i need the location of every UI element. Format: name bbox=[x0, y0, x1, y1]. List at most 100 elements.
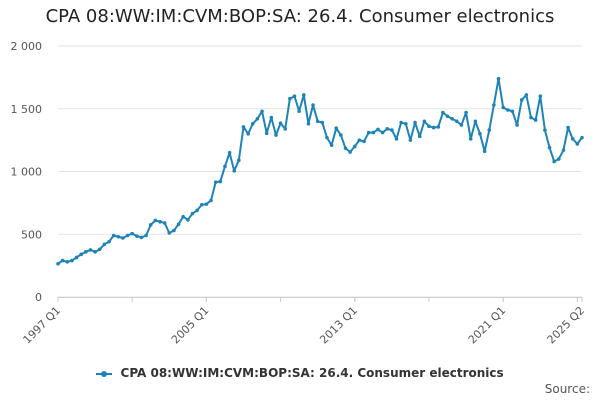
data-point[interactable] bbox=[255, 116, 260, 121]
data-point[interactable] bbox=[464, 110, 468, 115]
data-point[interactable] bbox=[357, 138, 362, 142]
legend[interactable]: CPA 08:WW:IM:CVM:BOP:SA: 26.4. Consumer … bbox=[0, 366, 600, 380]
data-point[interactable] bbox=[436, 125, 441, 129]
data-point[interactable] bbox=[315, 119, 320, 124]
data-point[interactable] bbox=[427, 124, 431, 129]
data-point[interactable] bbox=[492, 103, 496, 107]
data-point[interactable] bbox=[380, 130, 385, 135]
data-point[interactable] bbox=[343, 146, 348, 151]
data-point[interactable] bbox=[130, 231, 134, 236]
data-point[interactable] bbox=[547, 145, 552, 150]
data-point[interactable] bbox=[167, 231, 172, 235]
data-point[interactable] bbox=[237, 158, 241, 163]
data-point[interactable] bbox=[135, 234, 139, 238]
data-point[interactable] bbox=[79, 252, 83, 257]
data-point[interactable] bbox=[292, 94, 297, 98]
data-point[interactable] bbox=[329, 143, 334, 147]
data-point[interactable] bbox=[264, 131, 269, 136]
data-point[interactable] bbox=[533, 118, 538, 122]
data-point[interactable] bbox=[557, 157, 561, 161]
data-point[interactable] bbox=[348, 150, 352, 154]
data-point[interactable] bbox=[274, 133, 278, 137]
data-point[interactable] bbox=[352, 144, 357, 149]
data-point[interactable] bbox=[232, 169, 237, 173]
data-point[interactable] bbox=[241, 125, 246, 129]
data-point[interactable] bbox=[501, 105, 505, 110]
data-point[interactable] bbox=[408, 138, 413, 142]
data-point[interactable] bbox=[186, 218, 190, 222]
data-point[interactable] bbox=[339, 133, 343, 137]
data-point[interactable] bbox=[468, 137, 473, 141]
data-point[interactable] bbox=[394, 137, 399, 141]
data-point[interactable] bbox=[172, 228, 176, 233]
data-point[interactable] bbox=[399, 120, 403, 125]
data-point[interactable] bbox=[260, 109, 264, 114]
data-point[interactable] bbox=[199, 202, 204, 207]
data-point[interactable] bbox=[441, 110, 445, 115]
data-point[interactable] bbox=[93, 250, 97, 254]
data-point[interactable] bbox=[153, 218, 158, 223]
data-point[interactable] bbox=[552, 159, 556, 164]
data-point[interactable] bbox=[362, 139, 366, 144]
data-point[interactable] bbox=[246, 132, 250, 136]
data-point[interactable] bbox=[473, 119, 478, 124]
data-point[interactable] bbox=[301, 93, 306, 97]
data-point[interactable] bbox=[320, 120, 325, 125]
data-point[interactable] bbox=[431, 125, 436, 130]
data-point[interactable] bbox=[519, 98, 524, 102]
data-point[interactable] bbox=[144, 233, 148, 238]
data-point[interactable] bbox=[223, 164, 227, 169]
data-point[interactable] bbox=[311, 103, 315, 107]
data-point[interactable] bbox=[543, 128, 547, 132]
data-point[interactable] bbox=[459, 123, 464, 127]
data-point[interactable] bbox=[413, 120, 417, 125]
data-point[interactable] bbox=[111, 233, 116, 238]
data-point[interactable] bbox=[376, 127, 380, 132]
data-point[interactable] bbox=[204, 202, 209, 206]
data-point[interactable] bbox=[506, 108, 510, 112]
data-point[interactable] bbox=[181, 214, 185, 219]
data-point[interactable] bbox=[570, 137, 575, 141]
data-point[interactable] bbox=[158, 219, 162, 224]
data-point[interactable] bbox=[515, 123, 519, 127]
data-point[interactable] bbox=[403, 122, 408, 126]
data-point[interactable] bbox=[482, 149, 487, 154]
data-point[interactable] bbox=[209, 198, 213, 203]
data-point[interactable] bbox=[371, 130, 376, 135]
data-point[interactable] bbox=[125, 233, 130, 238]
data-point[interactable] bbox=[218, 179, 223, 184]
data-point[interactable] bbox=[529, 115, 533, 120]
data-point[interactable] bbox=[288, 96, 292, 101]
data-point[interactable] bbox=[213, 180, 218, 184]
data-point[interactable] bbox=[306, 122, 311, 126]
data-point[interactable] bbox=[190, 211, 195, 216]
data-point[interactable] bbox=[97, 247, 102, 252]
data-point[interactable] bbox=[496, 76, 501, 81]
data-point[interactable] bbox=[121, 236, 125, 240]
data-point[interactable] bbox=[195, 208, 199, 213]
data-point[interactable] bbox=[538, 94, 543, 98]
data-point[interactable] bbox=[487, 128, 492, 132]
data-point[interactable] bbox=[445, 114, 450, 119]
data-point[interactable] bbox=[107, 239, 111, 244]
data-point[interactable] bbox=[325, 135, 329, 140]
data-point[interactable] bbox=[250, 122, 255, 126]
data-point[interactable] bbox=[162, 221, 167, 225]
data-point[interactable] bbox=[334, 126, 339, 130]
data-point[interactable] bbox=[385, 127, 390, 131]
data-point[interactable] bbox=[455, 119, 459, 124]
data-point[interactable] bbox=[561, 148, 566, 152]
data-point[interactable] bbox=[478, 132, 482, 136]
data-point[interactable] bbox=[524, 93, 529, 97]
data-point[interactable] bbox=[417, 134, 422, 139]
data-point[interactable] bbox=[148, 223, 153, 227]
data-point[interactable] bbox=[65, 260, 70, 264]
data-point[interactable] bbox=[450, 116, 454, 121]
data-point[interactable] bbox=[70, 258, 74, 263]
data-point[interactable] bbox=[116, 234, 121, 239]
data-point[interactable] bbox=[60, 258, 65, 263]
data-point[interactable] bbox=[580, 135, 584, 140]
data-point[interactable] bbox=[88, 248, 93, 252]
data-point[interactable] bbox=[297, 109, 301, 114]
data-point[interactable] bbox=[390, 128, 394, 132]
